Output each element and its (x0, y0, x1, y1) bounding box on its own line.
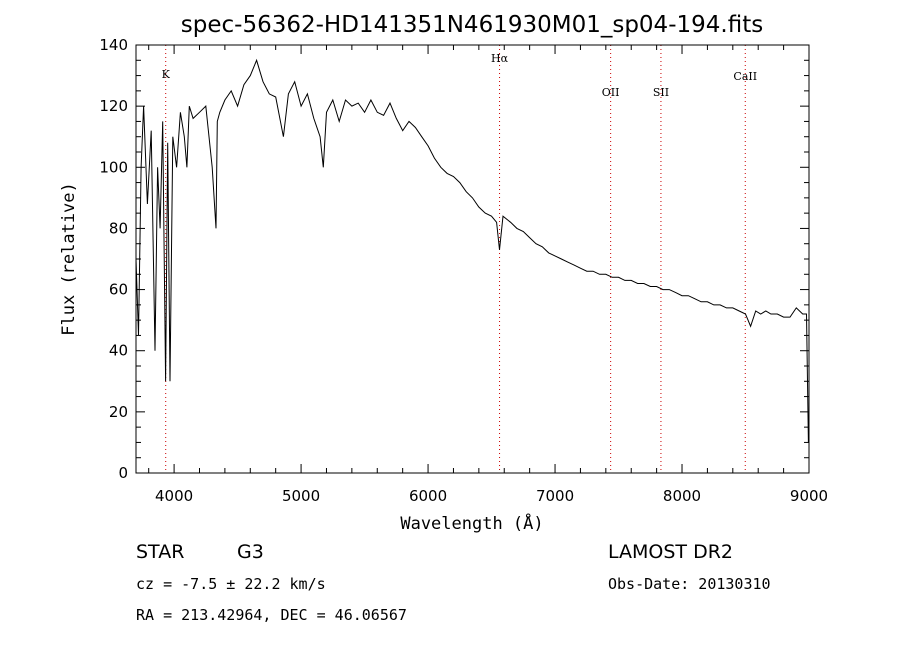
object-subclass: G3 (237, 541, 264, 563)
x-tick-label: 8000 (663, 487, 701, 505)
y-axis-label: Flux (relative) (59, 182, 79, 336)
y-tick-label: 60 (109, 281, 128, 299)
obs-date: Obs-Date: 20130310 (608, 575, 771, 593)
plot-frame (135, 44, 810, 474)
x-tick-label: 6000 (409, 487, 447, 505)
coordinates: RA = 213.42964, DEC = 46.06567 (136, 606, 407, 624)
y-tick-label: 140 (99, 36, 128, 54)
emission-lines-layer: K Hα OII SII CaII (162, 45, 757, 473)
emission-line-label: K (162, 68, 171, 81)
x-tick-label: 4000 (155, 487, 193, 505)
y-tick-label: 0 (118, 464, 128, 482)
x-axis-label: Wavelength (Å) (400, 512, 543, 534)
x-tick-label: 5000 (282, 487, 320, 505)
x-tick-label: 9000 (790, 487, 828, 505)
emission-line-label: SII (653, 86, 669, 99)
chart-title: spec-56362-HD141351N461930M01_sp04-194.f… (181, 12, 763, 38)
emission-line-label: OII (602, 86, 620, 99)
y-tick-label: 20 (109, 403, 128, 421)
survey-name: LAMOST DR2 (608, 541, 733, 563)
spectrum-line (135, 58, 809, 443)
y-tick-label: 100 (99, 158, 128, 176)
emission-line-label: Hα (491, 52, 509, 65)
y-tick-label: 40 (109, 342, 128, 360)
emission-line-label: CaII (733, 70, 757, 83)
y-tick-label: 120 (99, 97, 128, 115)
x-tick-label: 7000 (536, 487, 574, 505)
object-class: STAR (136, 541, 184, 563)
redshift-cz: cz = -7.5 ± 22.2 km/s (136, 575, 326, 593)
ticks-layer: 4000 5000 6000 7000 8000 9000 0 20 40 60 80 100 120 1… (99, 36, 828, 505)
y-tick-label: 80 (109, 219, 128, 237)
